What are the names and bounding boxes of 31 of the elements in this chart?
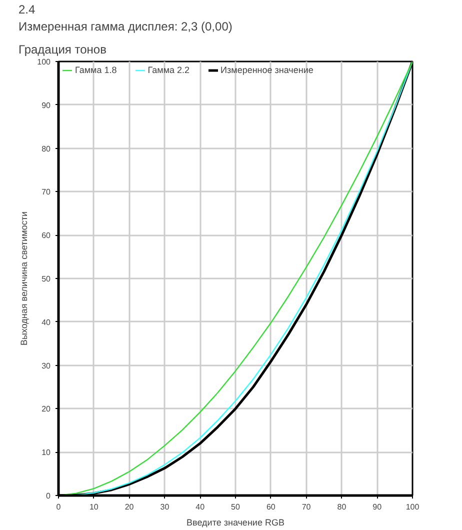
x-tick-label: 40 [196, 502, 206, 512]
x-tick-label: 80 [337, 502, 347, 512]
legend-label: Гамма 2.2 [148, 65, 190, 75]
x-tick-label: 90 [372, 502, 382, 512]
y-tick-label: 40 [42, 318, 52, 327]
y-tick-label: 10 [42, 448, 52, 458]
x-tick-label: 70 [302, 502, 312, 512]
chart-title: 2.4 [18, 2, 36, 16]
chart-subtitle: Измеренная гамма дисплея: 2,3 (0,00) [18, 20, 232, 34]
x-tick-label: 30 [160, 502, 170, 512]
x-tick-label: 10 [89, 502, 99, 512]
y-tick-label: 20 [42, 404, 52, 414]
legend-label: Измеренное значение [220, 65, 314, 75]
y-tick-label: 30 [42, 361, 52, 370]
y-tick-label: 100 [37, 58, 52, 66]
y-axis-title: Выходная величина светимости [19, 211, 30, 346]
x-tick-label: 0 [56, 502, 62, 512]
text: Градация тонов [18, 42, 106, 56]
x-axis-title: Введите значение RGB [186, 518, 284, 528]
x-tick-label: 50 [231, 502, 240, 512]
y-tick-label: 0 [46, 492, 52, 500]
y-tick-label: 70 [42, 188, 52, 197]
y-tick-label: 80 [42, 144, 52, 154]
y-tick-label: 90 [42, 100, 52, 110]
x-tick-label: 100 [406, 502, 420, 512]
x-tick-label: 60 [266, 502, 276, 512]
y-tick-label: 60 [42, 231, 52, 240]
x-tick-label: 20 [124, 502, 134, 512]
line-series [58, 62, 412, 496]
legend-label: Гамма 1.8 [75, 65, 117, 75]
y-tick-label: 50 [42, 274, 52, 284]
